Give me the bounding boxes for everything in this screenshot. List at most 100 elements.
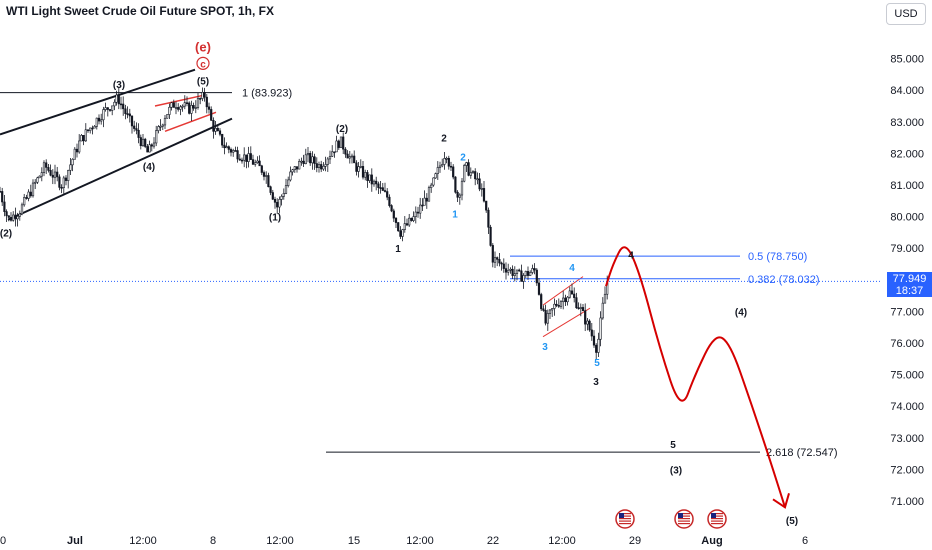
wedge-lower-line[interactable] (542, 307, 591, 338)
us-flag-icon[interactable] (707, 509, 727, 529)
candle-body (333, 151, 336, 154)
wave-label: 5 (670, 440, 676, 451)
y-tick-label: 73.000 (890, 433, 924, 445)
candle-body (520, 270, 523, 282)
time-axis: 00 Jul 12:00 8 12:00 15 12:00 22 12:00 29 Aug 6 (0, 535, 808, 547)
candle-body (392, 210, 395, 219)
candle-body (75, 148, 79, 153)
fib-level-label: 0.382 (78.032) (748, 274, 820, 286)
candle-body (16, 216, 19, 220)
candle-body (201, 91, 204, 99)
candle-body (212, 120, 215, 132)
candle-body (533, 268, 536, 271)
candle-body (91, 127, 94, 130)
wave-label: (2) (0, 228, 12, 239)
x-tick-label: 12:00 (406, 535, 434, 547)
y-tick-label: 71.000 (890, 496, 924, 508)
candle-body (337, 140, 340, 148)
wave-label: (4) (143, 162, 155, 173)
candle-body (326, 158, 329, 165)
candle-body (474, 171, 477, 180)
event-markers (615, 509, 727, 529)
chart-title: WTI Light Sweet Crude Oil Future SPOT, 1… (6, 4, 275, 18)
candle-body (47, 167, 50, 171)
candle-body (500, 262, 503, 265)
candle-body (436, 167, 439, 174)
candle-body (577, 307, 580, 310)
wave-label: 3 (542, 342, 548, 353)
wave-label: (1) (269, 213, 281, 224)
candle-body (289, 171, 292, 181)
candle-body (245, 154, 248, 162)
candle-body (590, 329, 593, 337)
candle-body (511, 268, 514, 276)
candle-body (379, 187, 382, 189)
candle-body (403, 223, 406, 230)
candle-body (377, 183, 380, 188)
channel-upper-line[interactable] (0, 68, 196, 136)
candle-body (575, 297, 578, 309)
candle-body (414, 211, 417, 217)
candle-body (157, 126, 160, 131)
candle-body (40, 172, 43, 177)
candle-body (317, 164, 321, 168)
candle-body (555, 303, 558, 306)
currency-button[interactable]: USD (886, 3, 926, 25)
x-tick-label: 12:00 (266, 535, 294, 547)
candle-body (531, 268, 534, 273)
triangle-upper-line[interactable] (154, 94, 206, 107)
candle-body (203, 91, 206, 98)
candle-body (601, 302, 604, 319)
candle-body (100, 119, 103, 122)
candle-body (489, 226, 492, 246)
last-price-value: 77.949 (892, 273, 927, 285)
candle-body (588, 320, 591, 331)
y-tick-label: 83.000 (890, 117, 924, 129)
candle-body (368, 174, 371, 181)
x-tick-label: 22 (487, 535, 499, 547)
candle-body (388, 196, 391, 206)
candle-body (20, 204, 24, 215)
candle-body (502, 263, 505, 269)
x-tick-label: 00 (0, 535, 6, 547)
candle-body (223, 144, 226, 149)
y-tick-label: 74.000 (890, 401, 924, 413)
candle-body (548, 309, 552, 314)
candle-body (465, 162, 468, 166)
candle-body (45, 162, 48, 168)
candle-body (498, 259, 501, 264)
candle-body (254, 162, 257, 165)
candle-body (331, 151, 334, 157)
x-tick-label: 12:00 (548, 535, 576, 547)
candle-body (579, 307, 582, 310)
candle-body (425, 197, 428, 202)
candle-body (36, 177, 39, 183)
projection-path[interactable] (605, 246, 786, 508)
candle-body (322, 165, 325, 170)
candle-body (524, 271, 527, 276)
candle-body (535, 269, 538, 284)
us-flag-icon[interactable] (674, 509, 694, 529)
candle-body (29, 191, 32, 197)
x-tick-label: 15 (348, 535, 360, 547)
candle-body (551, 308, 554, 311)
candle-body (102, 109, 105, 121)
candle-body (421, 204, 424, 207)
candle-body (416, 211, 420, 214)
candle-body (60, 187, 63, 189)
candle-body (346, 153, 349, 159)
us-flag-icon[interactable] (615, 509, 635, 529)
channel-lower-line[interactable] (7, 117, 233, 221)
candle-body (265, 175, 268, 177)
candle-body (471, 171, 475, 173)
wave-labels: (2) (3) (4) (5) (1) (2) 1 2 2 1 3 4 5 3 4 (4) 5 (3) (5) (e)… (0, 40, 798, 527)
candle-body (485, 200, 488, 211)
candle-body (181, 105, 184, 108)
candle-body (599, 317, 602, 340)
candle-body (163, 117, 167, 126)
candle-body (236, 150, 239, 160)
candle-body (155, 130, 158, 144)
triangle-lower-line[interactable] (164, 111, 217, 132)
candle-body (441, 164, 444, 167)
